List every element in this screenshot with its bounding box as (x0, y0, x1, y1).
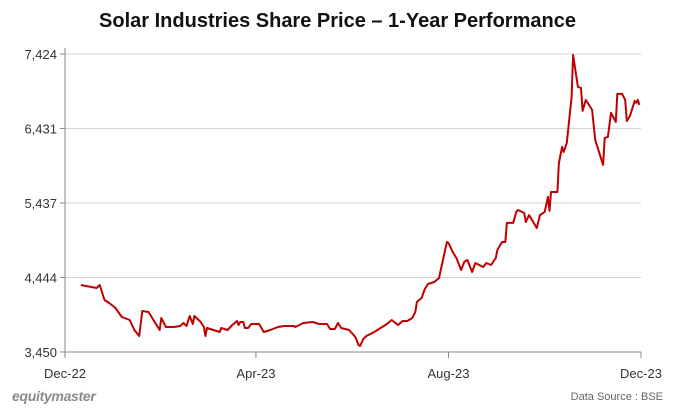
y-tick-label: 5,437 (24, 196, 57, 211)
x-axis-ticks: Dec-22 Apr-23 Aug-23 Dec-23 (44, 352, 662, 381)
y-tick-label: 7,424 (24, 47, 57, 62)
x-tick-label: Dec-23 (620, 366, 662, 381)
y-tick-label: 6,431 (24, 121, 57, 136)
y-tick-label: 3,450 (24, 345, 57, 360)
series (80, 53, 641, 347)
x-tick-label: Dec-22 (44, 366, 86, 381)
chart-title: Solar Industries Share Price – 1-Year Pe… (99, 10, 576, 32)
x-tick-label: Apr-23 (236, 366, 275, 381)
share-price-line (80, 53, 641, 347)
y-axis-ticks: 3,450 4,444 5,437 6,431 7,424 (24, 47, 57, 360)
data-source-label: Data Source : BSE (570, 391, 663, 403)
equitymaster-logo: equitymaster (12, 388, 96, 404)
gridlines (60, 48, 641, 353)
x-tick-label: Aug-23 (428, 366, 470, 381)
y-tick-label: 4,444 (24, 270, 57, 285)
